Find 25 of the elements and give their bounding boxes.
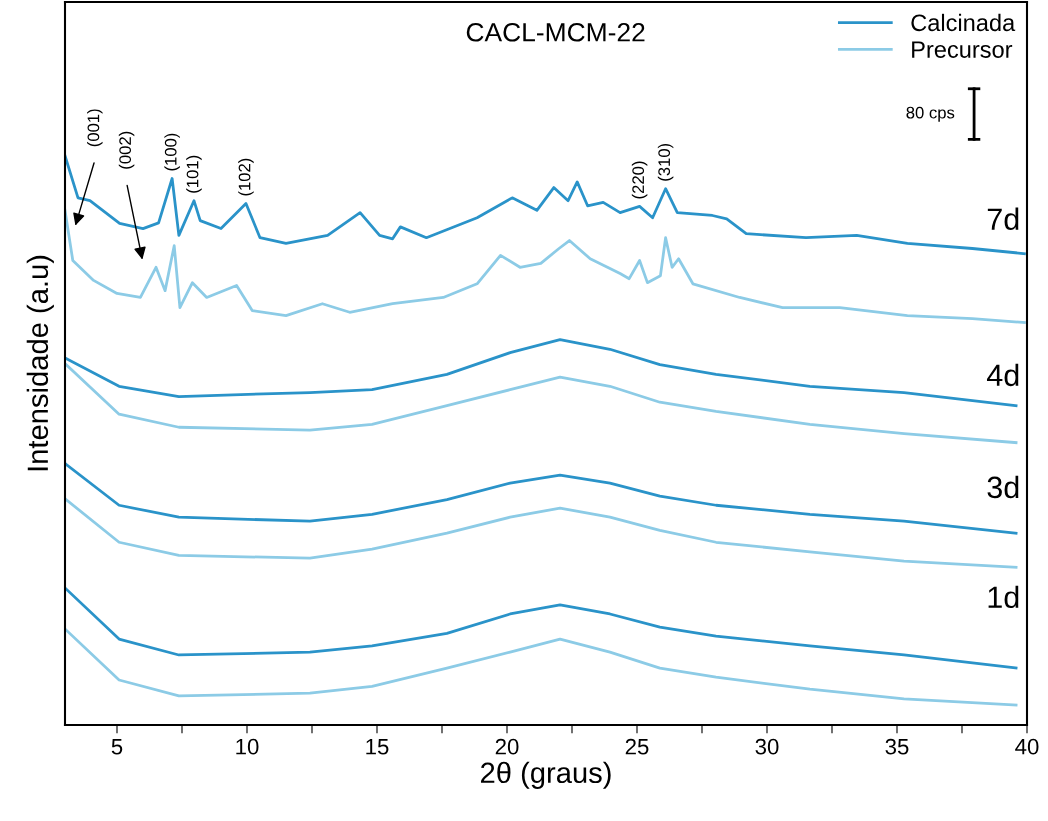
x-tick-label: 40: [1015, 738, 1039, 755]
annotation: (002): [118, 131, 135, 169]
text: 80 cps: [906, 106, 955, 122]
legend-label: Precursor: [912, 41, 1013, 58]
x-tick-label: 25: [625, 738, 649, 755]
chart-title: CACL-MCM-22: [466, 22, 645, 42]
annotation: (102): [238, 158, 254, 196]
annotation: (310): [657, 143, 674, 181]
x-tick-label: 15: [366, 739, 389, 755]
x-tick-label: 20: [495, 738, 519, 755]
annotation: 3d: [987, 475, 1019, 499]
x-tick-label: 30: [755, 738, 779, 755]
x-tick-label: 10: [236, 738, 259, 755]
x-axis-title: 2θ (graus): [481, 761, 611, 789]
annotation: (100): [164, 133, 180, 171]
annotation: 7d: [987, 207, 1019, 230]
x-tick-label: 5: [111, 739, 123, 755]
annotation: 1d: [988, 585, 1019, 609]
annotation: (101): [186, 155, 202, 193]
annotation: (220): [631, 161, 648, 199]
x-tick-label: 35: [885, 738, 909, 755]
y-axis-title: Intensidade (a.u): [26, 255, 54, 471]
legend-label: Calcinada: [911, 13, 1016, 32]
annotation: 4d: [986, 363, 1019, 387]
text: (001): [87, 109, 103, 147]
